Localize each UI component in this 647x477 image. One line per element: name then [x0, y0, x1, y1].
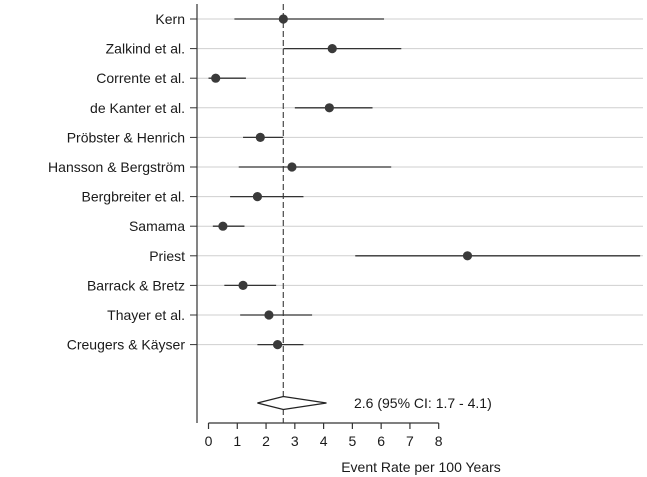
grid-lines — [197, 18, 643, 346]
point-estimate — [255, 132, 265, 142]
study-label: Hansson & Bergström — [48, 159, 185, 175]
point-estimate — [264, 310, 274, 320]
point-estimate — [252, 192, 263, 202]
point-estimate — [238, 280, 248, 290]
pooled-diamond — [257, 395, 327, 411]
point-estimate — [327, 44, 337, 54]
pooled-estimate: 2.6 (95% CI: 1.7 - 4.1) — [257, 395, 492, 411]
x-tick-label: 1 — [233, 433, 241, 449]
study-label: Creugers & Käyser — [67, 337, 186, 353]
study-label: Priest — [149, 248, 185, 264]
axes: 0 1 2 3 4 5 6 7 8 — [190, 4, 443, 449]
study-rows: Kern Zalkind et al. Corrente et al. de Kant… — [48, 11, 641, 353]
study-label: Kern — [155, 11, 185, 27]
study-label: Samama — [129, 218, 185, 234]
x-tick-label: 3 — [291, 433, 299, 449]
study-label: Pröbster & Henrich — [67, 129, 185, 145]
x-tick-label: 4 — [320, 433, 328, 449]
x-tick-label: 7 — [406, 433, 414, 449]
point-estimate — [287, 162, 297, 172]
x-tick-label: 2 — [262, 433, 270, 449]
point-estimate — [211, 73, 221, 83]
study-label: Barrack & Bretz — [87, 277, 185, 293]
point-estimate — [272, 340, 283, 350]
point-estimate — [218, 221, 228, 231]
x-axis-label: Event Rate per 100 Years — [341, 459, 501, 475]
point-estimate — [324, 103, 334, 113]
study-label: Thayer et al. — [107, 307, 185, 323]
x-tick-label: 5 — [348, 433, 356, 449]
point-estimate — [462, 251, 473, 261]
point-estimate — [278, 14, 288, 24]
pooled-label: 2.6 (95% CI: 1.7 - 4.1) — [354, 395, 492, 411]
study-label: de Kanter et al. — [90, 100, 185, 116]
study-label: Bergbreiter et al. — [82, 189, 186, 205]
x-tick-label: 8 — [435, 433, 443, 449]
x-tick-label: 6 — [377, 433, 385, 449]
x-tick-label: 0 — [205, 433, 213, 449]
study-label: Zalkind et al. — [106, 41, 185, 57]
study-label: Corrente et al. — [96, 70, 185, 86]
